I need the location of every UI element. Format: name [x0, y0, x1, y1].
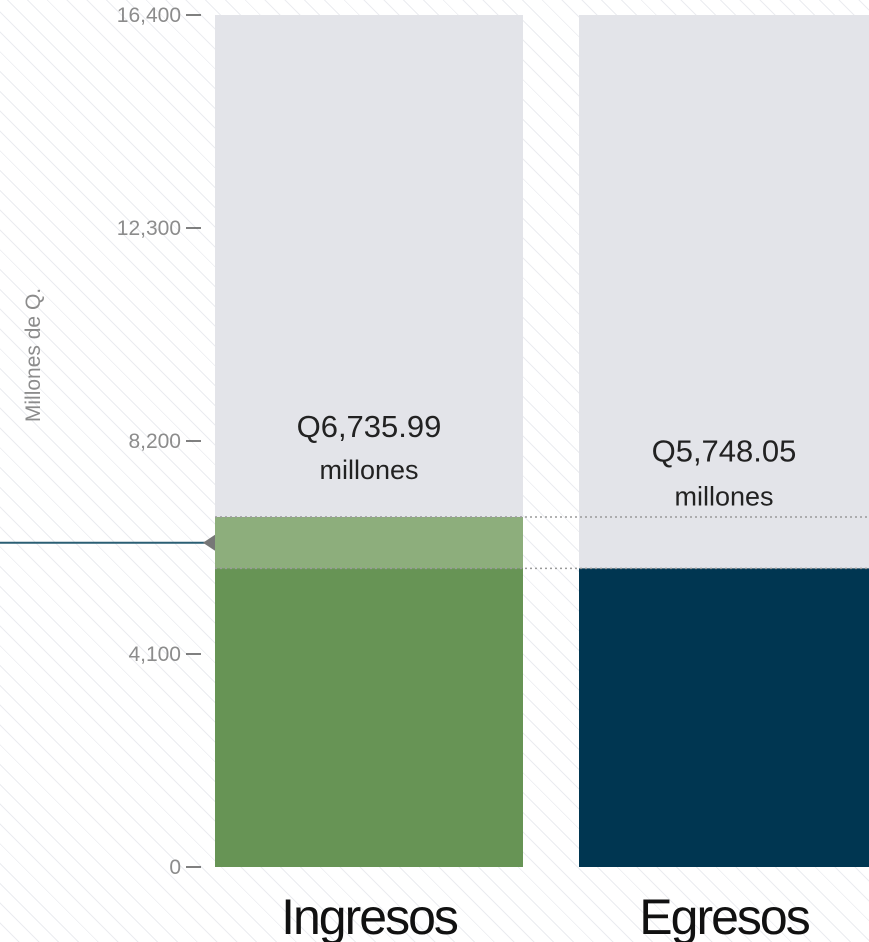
data-bars: [215, 517, 869, 867]
category-label-egresos: Egresos: [639, 889, 809, 942]
value-label-ingresos: Q6,735.99: [297, 409, 442, 444]
y-tick-label: 0: [169, 856, 181, 879]
y-tick-label: 16,400: [117, 4, 181, 27]
y-axis-label: Millones de Q.: [22, 288, 45, 422]
difference-band: [215, 517, 523, 569]
y-axis: 0 4,100 8,200 12,300 16,400: [117, 4, 201, 879]
y-tick-label: 4,100: [128, 643, 181, 666]
y-tick-label: 8,200: [128, 430, 181, 453]
value-unit-egresos: millones: [674, 481, 773, 511]
reference-marker-icon: [203, 534, 215, 551]
overlays: [0, 516, 869, 570]
bar-ingresos: [215, 517, 523, 867]
bar-egresos: [579, 568, 869, 867]
category-label-ingresos: Ingresos: [281, 889, 458, 942]
value-unit-ingresos: millones: [319, 455, 418, 485]
value-labels: Q6,735.99 millones Q5,748.05 millones: [297, 409, 797, 511]
value-label-egresos: Q5,748.05: [652, 433, 797, 468]
y-tick-label: 12,300: [117, 217, 181, 240]
category-labels: Ingresos Egresos: [281, 889, 812, 942]
